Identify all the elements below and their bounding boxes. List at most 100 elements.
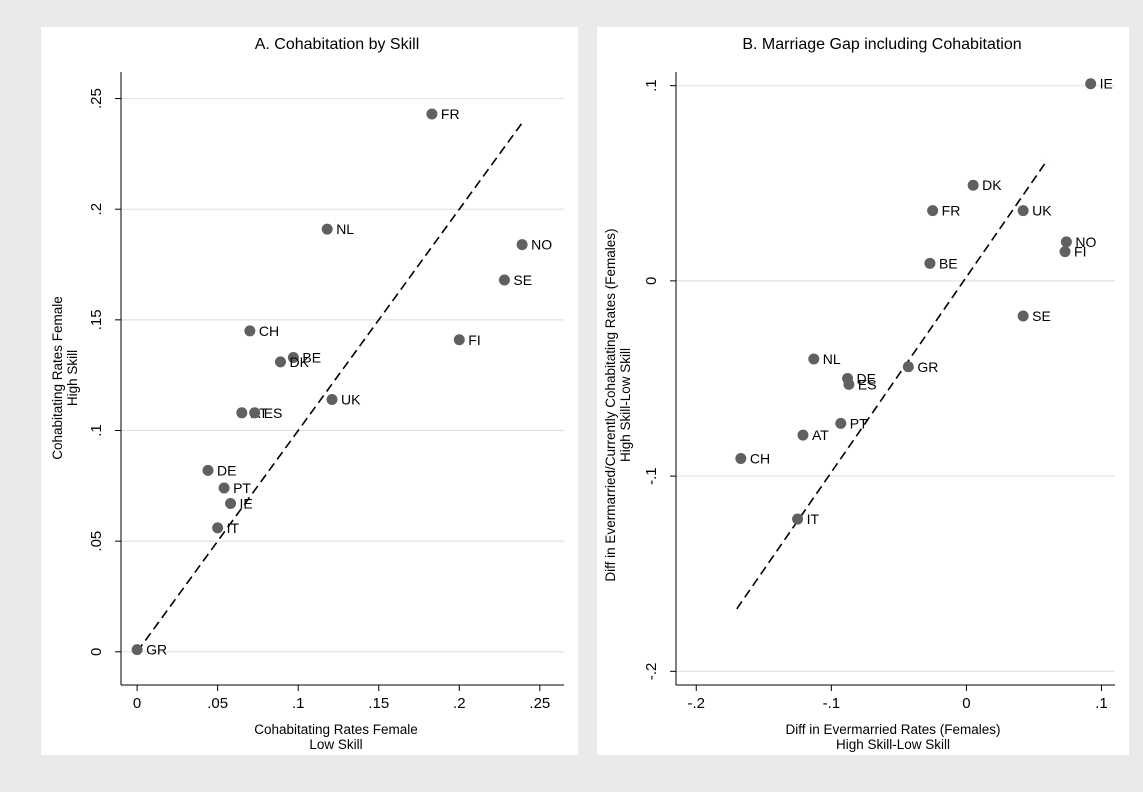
panel-a-point-label-ch: CH	[259, 323, 279, 339]
panel-b-point-label-be: BE	[939, 255, 958, 271]
panel-b-point-label-ie: IE	[1100, 76, 1113, 92]
panel-b-y-tick-label: -.1	[643, 467, 660, 485]
panel-b-point-label-ch: CH	[750, 451, 770, 467]
panel-b-point-dk	[967, 179, 979, 191]
panel-b-title: B. Marriage Gap including Cohabitation	[742, 36, 1021, 53]
panel-a: A. Cohabitation by Skill 0.05.1.15.2.25 …	[41, 27, 578, 755]
panel-a-point-nl	[321, 223, 333, 235]
panel-a-point-dk	[274, 356, 286, 368]
panel-a-point-label-nl: NL	[336, 221, 354, 237]
panel-a-point-label-es: ES	[264, 405, 283, 421]
panel-a-point-label-fr: FR	[441, 106, 460, 122]
panel-a-point-ie	[225, 498, 237, 510]
panel-b-y-tick-label: 0	[643, 277, 660, 285]
panel-a-point-label-gr: GR	[146, 642, 167, 658]
panel-a-y-tick-label: .2	[88, 203, 105, 216]
panel-a-point-pt	[218, 482, 230, 494]
panel-a-x-tick-label: .2	[453, 695, 466, 712]
panel-b-gridlines	[676, 85, 1115, 672]
panel-b-point-be	[924, 257, 936, 269]
panel-a-point-label-de: DE	[217, 462, 236, 478]
panel-b-point-label-dk: DK	[982, 177, 1002, 193]
panel-a-point-fr	[426, 108, 438, 120]
panel-a-point-at	[236, 407, 248, 419]
panel-b-point-ch	[735, 453, 747, 465]
panel-a-point-no	[516, 239, 528, 251]
panel-b-x-tick-label: .1	[1095, 695, 1108, 712]
panel-b-point-label-at: AT	[812, 427, 829, 443]
panel-b-y-ticks: -.2 -.1 0 .1	[643, 79, 676, 680]
panel-b-y-tick-label: -.2	[643, 663, 660, 681]
panel-a-point-label-se: SE	[513, 272, 532, 288]
panel-b: B. Marriage Gap including Cohabitation -…	[597, 27, 1129, 755]
panel-a-point-es	[249, 407, 261, 419]
panel-b-y-tick-label: .1	[643, 79, 660, 92]
panel-a-point-ch	[244, 325, 256, 337]
panel-a-x-tick-label: .1	[292, 695, 305, 712]
panel-b-point-ie	[1085, 78, 1097, 90]
panel-b-point-fr	[927, 205, 939, 217]
panel-a-fit-line	[136, 120, 525, 653]
panel-a-point-de	[202, 464, 214, 476]
panel-b-y-label-2: High Skill-Low Skill	[618, 348, 633, 462]
panel-a-point-label-uk: UK	[341, 392, 361, 408]
panel-b-point-se	[1017, 310, 1029, 322]
panel-a-x-tick-label: .25	[529, 695, 550, 712]
panel-b-point-label-fr: FR	[942, 203, 961, 219]
panel-b-x-label-1: Diff in Evermarried Rates (Females)	[785, 722, 1000, 737]
panel-a-point-se	[498, 274, 510, 286]
panel-b-fit-line	[736, 159, 1049, 610]
panel-b-point-label-se: SE	[1032, 308, 1051, 324]
panel-a-x-label-2: Low Skill	[309, 737, 362, 752]
panel-b-point-label-es: ES	[858, 376, 877, 392]
panel-b-point-label-it: IT	[807, 511, 820, 527]
panel-b-point-es	[843, 378, 855, 390]
panel-a-point-label-pt: PT	[233, 480, 251, 496]
panel-a-x-ticks: 0 .05 .1 .15 .2 .25	[133, 685, 550, 712]
panel-a-gridlines	[121, 97, 564, 653]
panel-a-point-gr	[131, 644, 143, 656]
panel-b-point-it	[792, 513, 804, 525]
panel-b-point-label-no: NO	[1075, 234, 1096, 250]
panel-b-y-label-1: Diff in Evermarried/Currently Cohabitati…	[603, 228, 618, 581]
panel-a-point-label-it: IT	[227, 520, 240, 536]
panel-a-point-uk	[326, 394, 338, 406]
panel-a-background	[41, 27, 578, 755]
panel-a-y-tick-label: .1	[88, 424, 105, 437]
panel-b-x-tick-label: -.1	[823, 695, 841, 712]
panel-a-x-tick-label: .15	[368, 695, 389, 712]
panel-a-point-label-be: BE	[302, 349, 321, 365]
panel-b-point-label-pt: PT	[850, 415, 868, 431]
panel-b-x-tick-label: 0	[962, 695, 970, 712]
panel-b-point-fi	[1059, 246, 1071, 258]
panel-b-point-label-nl: NL	[823, 351, 841, 367]
panel-a-x-tick-label: .05	[207, 695, 228, 712]
panel-a-y-label-1: Cohabitating Rates Female	[50, 296, 65, 460]
panel-a-points: FRNLNOSECHFIBEDKUKATESDEPTIEITGR	[131, 106, 552, 658]
panel-b-point-label-de: DE	[857, 371, 876, 387]
panel-a-point-label-no: NO	[531, 237, 552, 253]
panel-b-x-tick-label: -.2	[688, 695, 706, 712]
panel-a-point-it	[212, 522, 224, 534]
panel-a-y-tick-label: .15	[88, 309, 105, 330]
panel-a-x-tick-label: 0	[133, 695, 141, 712]
panel-a-point-label-dk: DK	[289, 354, 309, 370]
panel-a-x-label-1: Cohabitating Rates Female	[254, 722, 418, 737]
panel-a-point-label-ie: IE	[240, 496, 253, 512]
panel-b-point-nl	[808, 353, 820, 365]
panel-a-point-fi	[453, 334, 465, 346]
panel-a-y-tick-label: 0	[88, 648, 105, 656]
panel-a-point-be	[287, 351, 299, 363]
panel-a-y-ticks: 0 .05 .1 .15 .2 .25	[88, 88, 121, 656]
panel-a-point-label-fi: FI	[468, 332, 480, 348]
panel-b-x-ticks: -.2 -.1 0 .1	[688, 685, 1108, 712]
panel-b-point-at	[797, 429, 809, 441]
panel-b-point-pt	[835, 417, 847, 429]
panel-b-x-label-2: High Skill-Low Skill	[836, 737, 950, 752]
panel-b-point-label-fi: FI	[1074, 244, 1086, 260]
panel-b-point-no	[1060, 236, 1072, 248]
panel-b-point-label-gr: GR	[917, 359, 938, 375]
panel-b-point-uk	[1017, 205, 1029, 217]
